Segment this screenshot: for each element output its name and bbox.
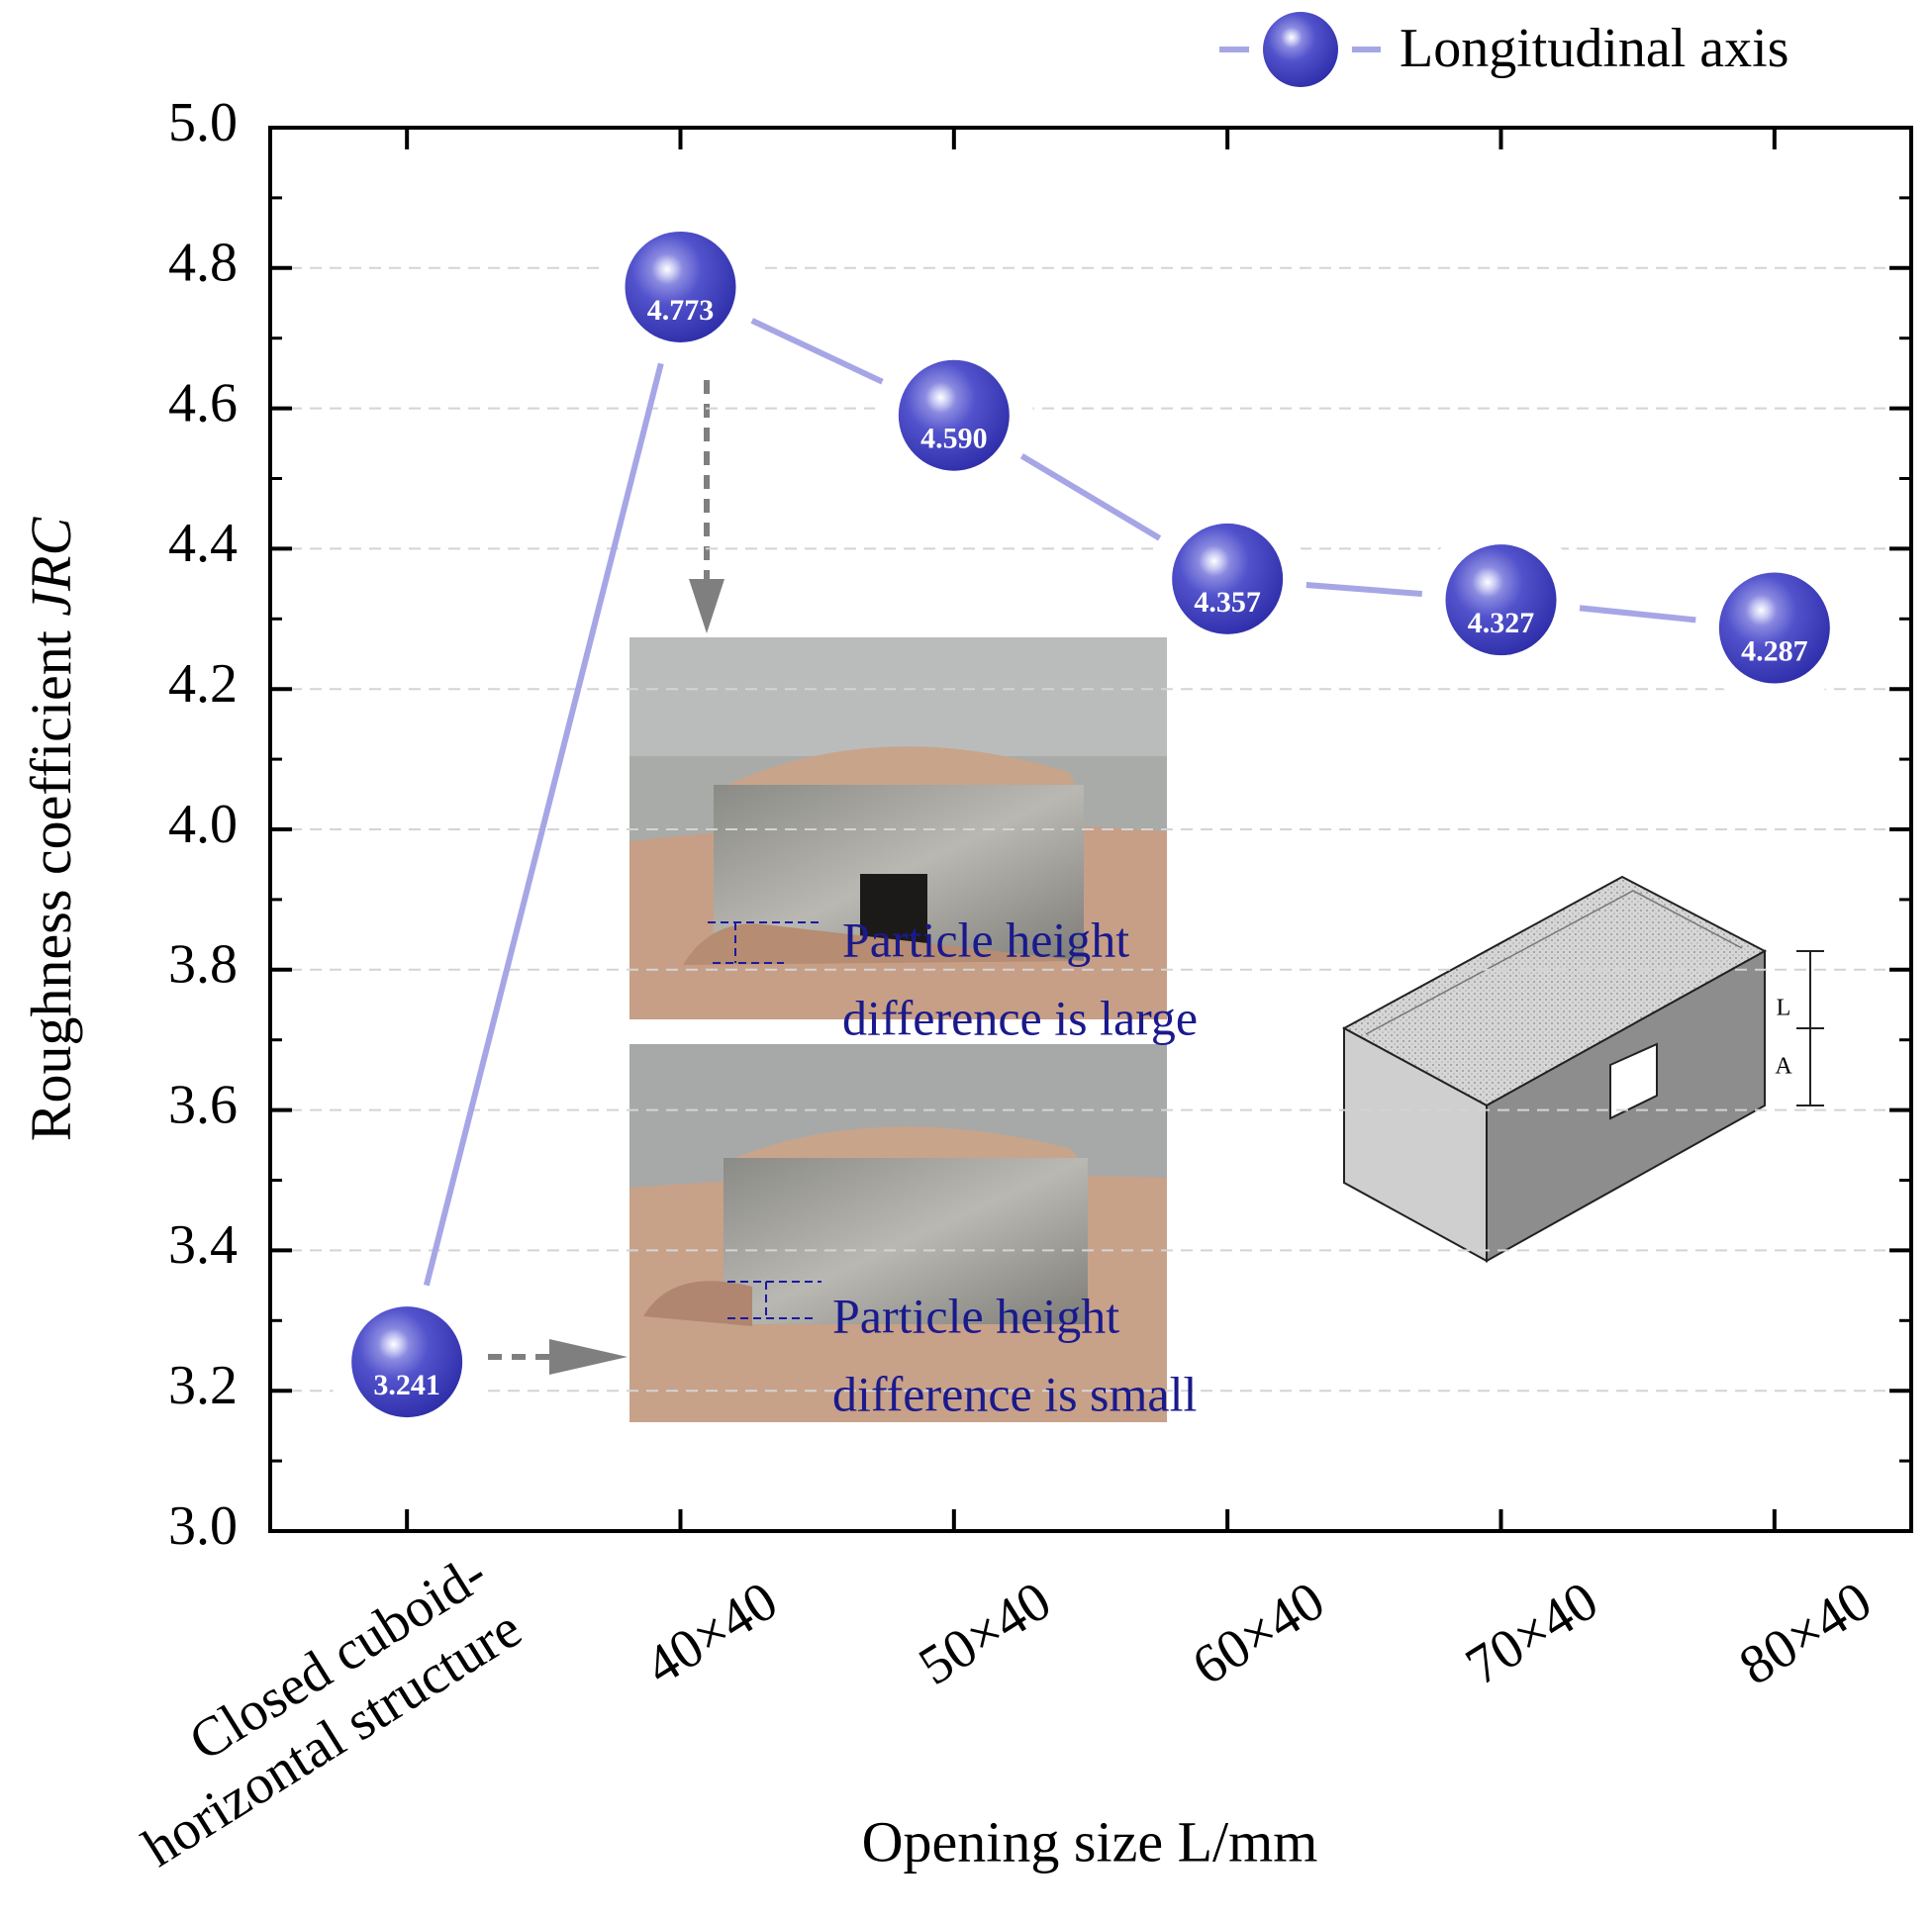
diagram-label: L <box>1777 996 1791 1021</box>
photo-top <box>629 637 1167 1019</box>
y-tick-label: 3.0 <box>168 1495 238 1557</box>
annotation: Particle height <box>832 1288 1119 1343</box>
diagram-label: A <box>1775 1054 1792 1080</box>
x-tick-label: 80×40 <box>1729 1570 1883 1697</box>
x-tick-label: Closed cuboid-horizontal structure <box>98 1542 531 1878</box>
x-tick-label: 50×40 <box>909 1570 1062 1697</box>
annotation: difference is large <box>842 990 1198 1045</box>
marker <box>351 1306 463 1418</box>
value-label: 4.327 <box>1468 607 1535 639</box>
x-tick-label: 70×40 <box>1456 1570 1609 1697</box>
x-tick-label: 40×40 <box>635 1570 789 1697</box>
y-tick-label: 3.4 <box>168 1214 238 1276</box>
legend-marker <box>1263 12 1338 87</box>
annotation: difference is small <box>832 1366 1197 1421</box>
value-label: 4.590 <box>920 423 988 455</box>
y-tick-label: 5.0 <box>168 92 238 153</box>
arrow-head <box>549 1339 628 1375</box>
value-label: 4.357 <box>1194 586 1261 619</box>
value-label: 3.241 <box>373 1369 440 1401</box>
arrow-head <box>689 579 724 633</box>
y-tick-label: 4.8 <box>168 233 238 294</box>
legend-label: Longitudinal axis <box>1400 18 1789 79</box>
marker <box>1445 544 1557 656</box>
plot-frame <box>268 126 1913 1533</box>
y-axis-label-italic: JRC <box>19 517 83 617</box>
marker <box>898 359 1010 471</box>
y-tick-label: 3.8 <box>168 934 238 996</box>
marker <box>625 231 736 342</box>
height-markers <box>708 921 821 1319</box>
x-tick-label: 60×40 <box>1182 1570 1335 1697</box>
value-label: 4.773 <box>647 294 715 327</box>
value-label: 4.287 <box>1741 634 1808 667</box>
marker <box>1172 523 1284 634</box>
cuboid-diagram <box>1341 875 1824 1263</box>
annotation: Particle height <box>842 912 1129 967</box>
y-tick-label: 3.6 <box>168 1074 238 1135</box>
photo-bottom <box>629 1044 1167 1422</box>
y-tick-label: 4.6 <box>168 372 238 433</box>
x-axis-label: Opening size L/mm <box>862 1809 1318 1874</box>
y-tick-label: 4.2 <box>168 653 238 715</box>
y-tick-label: 3.2 <box>168 1355 238 1416</box>
y-tick-label: 4.0 <box>168 794 238 855</box>
y-tick-label: 4.4 <box>168 513 238 574</box>
y-axis-label-text: Roughness coefficient <box>19 630 83 1141</box>
pointer-arrows <box>488 380 710 1360</box>
marker <box>1718 572 1830 684</box>
y-axis-label: Roughness coefficient JRC <box>19 517 83 1142</box>
